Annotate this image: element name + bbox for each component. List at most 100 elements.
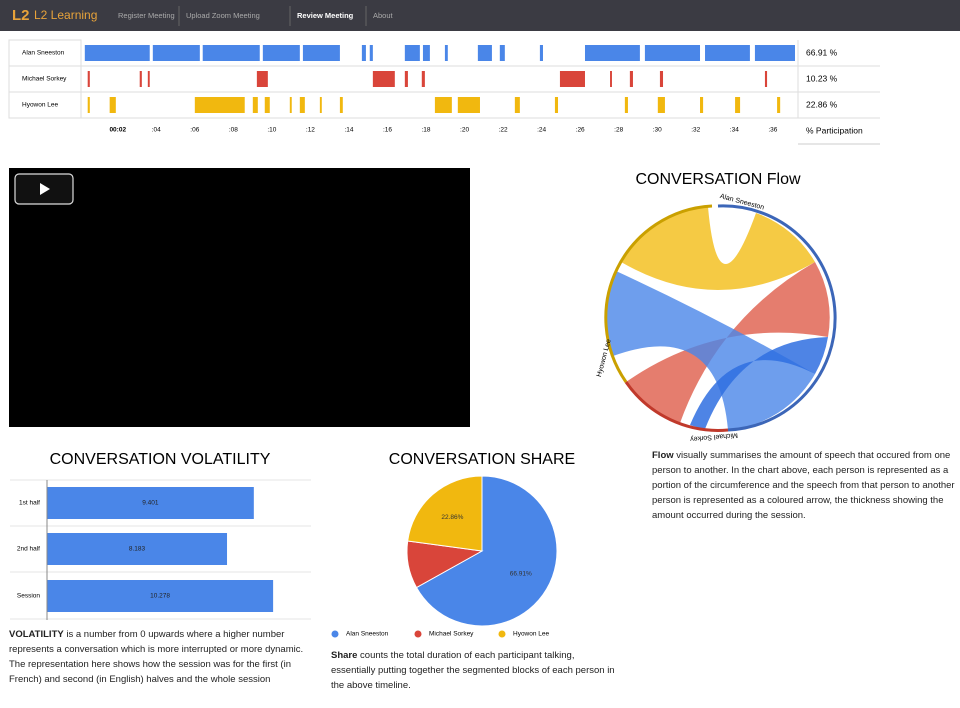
speech-segment <box>262 45 300 61</box>
legend-label: Alan Sneeston <box>346 631 389 638</box>
speech-segment <box>644 45 701 61</box>
chord-ribbon <box>606 271 815 430</box>
time-tick-label: :22 <box>499 127 508 134</box>
category-label: 2nd half <box>17 546 40 553</box>
speech-segment <box>657 97 665 113</box>
legend-swatch <box>414 630 422 638</box>
nav-item[interactable]: About <box>373 11 394 20</box>
speech-segment <box>629 71 633 87</box>
speech-segment <box>554 97 559 113</box>
text: is a number from 0 upwards where a highe… <box>9 629 304 685</box>
legend-label: Michael Sorkey <box>429 631 474 638</box>
speech-segment <box>422 45 430 61</box>
chord-arc <box>604 204 713 383</box>
term: Share <box>331 650 358 661</box>
nav-item[interactable]: Upload Zoom Meeting <box>186 11 260 20</box>
text: counts the total duration of each partic… <box>331 650 615 691</box>
row-label-cell <box>8 65 82 93</box>
time-tick-label: :12 <box>306 127 315 134</box>
flow-description: Flow visually summarises the amount of s… <box>652 448 957 523</box>
bar <box>47 487 254 519</box>
chord-ribbon <box>626 262 830 423</box>
time-tick-label: :30 <box>653 127 662 134</box>
pie-slice <box>415 475 558 627</box>
category-label: Session <box>17 593 41 600</box>
participation-value: 10.23 % <box>806 73 838 83</box>
volatility-chart: 1st half 9.401 2nd half 8.183 Session 10.278 <box>10 479 311 620</box>
speech-segment <box>339 97 343 113</box>
row-label-cell <box>8 39 82 67</box>
time-tick-label: :08 <box>229 127 238 134</box>
speech-segment <box>319 97 322 113</box>
share-description: Share counts the total duration of each … <box>331 648 621 693</box>
legend-swatch <box>498 630 506 638</box>
speech-segment <box>404 71 408 87</box>
speech-segment <box>87 71 90 87</box>
speech-segment <box>404 45 420 61</box>
nav-item[interactable]: Review Meeting <box>297 11 354 20</box>
slice-label: 66.91% <box>510 571 532 578</box>
speech-segment <box>659 71 664 87</box>
chord-label: Hyowon Lee <box>596 338 613 378</box>
speech-segment <box>434 97 452 113</box>
speech-segment <box>252 97 258 113</box>
speech-segment <box>369 45 373 61</box>
nav-items: Register Meeting Upload Zoom Meeting Revie… <box>118 6 394 26</box>
time-tick-label: :18 <box>422 127 431 134</box>
speech-segment <box>87 97 90 113</box>
term: Flow <box>652 450 674 461</box>
time-tick-label: 00:02 <box>109 127 126 134</box>
speech-segment <box>457 97 480 113</box>
legend-swatch <box>331 630 339 638</box>
nav-item[interactable]: Register Meeting <box>118 11 175 20</box>
speech-segment <box>444 45 448 61</box>
speech-segment <box>700 97 704 113</box>
chord-label: Michael Sorkey <box>689 431 738 442</box>
speech-segment <box>764 71 768 87</box>
speech-segment <box>584 45 640 61</box>
row-label-cell <box>8 91 82 119</box>
speech-segment <box>777 97 781 113</box>
participant-name: Alan Sneeston <box>22 50 65 57</box>
time-tick-label: :14 <box>344 127 353 134</box>
speech-segment <box>202 45 260 61</box>
speech-segment <box>421 71 425 87</box>
participation-header: % Participation <box>806 125 863 135</box>
time-tick-label: :04 <box>152 127 161 134</box>
speech-segment <box>194 97 245 113</box>
speech-segment <box>514 97 520 113</box>
play-icon <box>40 183 50 195</box>
speech-segment <box>624 97 628 113</box>
speech-segment <box>147 71 150 87</box>
speech-segment <box>754 45 795 61</box>
speech-segment <box>299 97 305 113</box>
speech-segment <box>539 45 543 61</box>
speech-segment <box>610 71 612 87</box>
time-tick-label: :24 <box>537 127 546 134</box>
chord-arc <box>624 381 729 432</box>
speech-segment <box>705 45 750 61</box>
time-tick-label: :36 <box>768 127 777 134</box>
volatility-description: VOLATILITY is a number from 0 upwards wh… <box>9 627 314 687</box>
logo-mark: L2 <box>12 7 30 24</box>
logo-text[interactable]: L2 Learning <box>34 8 97 22</box>
time-tick-label: :20 <box>460 127 469 134</box>
bar-value-label: 10.278 <box>150 593 170 600</box>
speech-segment <box>477 45 492 61</box>
video-player[interactable] <box>9 168 470 427</box>
chord-arc <box>717 204 837 432</box>
time-tick-label: :06 <box>190 127 199 134</box>
nav-bar <box>0 0 960 31</box>
flow-title: CONVERSATION Flow <box>635 171 801 188</box>
slice-label: 22.86% <box>441 514 463 521</box>
chord-diagram: Alan Sneeston Hyowon Lee Michael Sorkey <box>596 193 837 442</box>
speech-segment <box>264 97 270 113</box>
pie-slice <box>407 475 483 552</box>
speech-segment <box>139 71 142 87</box>
speech-segment <box>289 97 292 113</box>
chord-ribbon <box>690 337 828 429</box>
term: VOLATILITY <box>9 629 64 640</box>
time-tick-label: :10 <box>267 127 276 134</box>
speech-segment <box>84 45 150 61</box>
